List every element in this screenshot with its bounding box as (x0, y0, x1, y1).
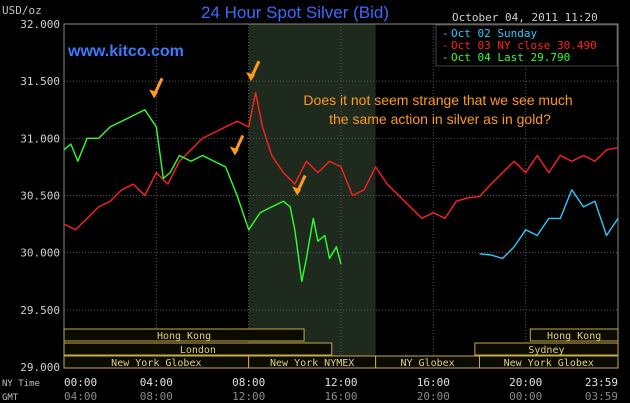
arrow-icon (149, 77, 164, 99)
session-bar: New York Globex (479, 355, 619, 369)
session-bar-label: New York NYMEX (270, 358, 354, 369)
x-tick-label-gmt: 04:00 (64, 390, 97, 403)
y-tick-label: 31.000 (20, 132, 60, 145)
legend: - Oct 02 Sunday- Oct 03 NY close 30.490- Oc… (435, 24, 618, 67)
arrow-head (229, 146, 239, 156)
session-bar-label: Sydney (528, 345, 564, 356)
series-line (479, 189, 619, 260)
market-sessions: Hong Kong Hong Kong London Sydney New York G… (63, 328, 619, 369)
arrow-shaft (153, 77, 164, 94)
x-tick-label-ny: 00:00 (64, 376, 97, 389)
arrow-icon (292, 174, 307, 196)
arrow-shaft (296, 174, 307, 192)
session-bar: Hong Kong (529, 328, 619, 342)
arrow-icon (245, 60, 261, 82)
x-tick-label-gmt: 12:00 (232, 390, 265, 403)
annotation-line-2: the same action in silver as in gold? (329, 111, 551, 127)
arrow-head (245, 72, 255, 82)
x-tick-label-ny: 16:00 (417, 376, 450, 389)
x-tick-label-ny: 04:00 (140, 376, 173, 389)
session-bar-label: New York Globex (111, 358, 201, 369)
arrow-head (149, 89, 159, 99)
session-bar-box (529, 328, 619, 342)
session-bar: Hong Kong (63, 328, 305, 342)
ny-time-label: NY Time (2, 379, 40, 389)
session-bar-label: New York Globex (504, 358, 594, 369)
x-tick-label-gmt: 08:00 (140, 390, 173, 403)
x-tick-label-gmt: 00:00 (509, 390, 542, 403)
session-bar: Sydney (474, 342, 619, 356)
y-axis-label: USD/oz (2, 4, 42, 17)
legend-bullet: - (442, 51, 449, 64)
legend-bullet: - (442, 27, 449, 40)
annotation-text: Does it not seem strange that we see muc… (303, 92, 576, 127)
legend-box (435, 24, 618, 67)
annotation-line-1: Does it not seem strange that we see muc… (303, 92, 572, 108)
kitco-website: www.kitco.com (67, 43, 184, 60)
series-line (63, 91, 619, 231)
session-bar: New York NYMEX (248, 355, 377, 369)
session-bar-box (63, 342, 333, 356)
legend-bullet: - (442, 39, 449, 52)
x-tick-label-ny: 23:59 (585, 376, 618, 389)
x-tick-label-ny: 20:00 (509, 376, 542, 389)
session-bar: NY Globex (375, 355, 480, 369)
arrow-head (292, 186, 302, 196)
series-line (63, 109, 342, 282)
arrow-shaft (250, 60, 261, 77)
session-bar-label: Hong Kong (547, 331, 601, 342)
x-tick-label-gmt: 03:59 (585, 390, 618, 403)
legend-entry: Oct 02 Sunday (451, 27, 537, 40)
session-bar-box (474, 342, 619, 356)
chart-title: 24 Hour Spot Silver (Bid) (201, 3, 389, 22)
session-bar-label: London (180, 345, 216, 356)
session-bar: New York Globex (63, 355, 250, 369)
y-tick-label: 32.000 (20, 18, 60, 31)
x-axis-ticks: 00:00 04:00 08:00 12:00 16:00 20:00 23:5904:00… (64, 376, 618, 403)
y-tick-label: 30.500 (20, 190, 60, 203)
arrow-shaft (234, 134, 245, 152)
series-lines (63, 91, 619, 282)
arrow-icon (229, 134, 245, 156)
session-bar-label: NY Globex (400, 358, 454, 369)
x-tick-label-gmt: 20:00 (417, 390, 450, 403)
session-bar-box (479, 355, 619, 369)
nymex-shaded-region (248, 24, 376, 367)
legend-entry: Oct 03 NY close 30.490 (451, 39, 597, 52)
session-bar-label: Hong Kong (157, 331, 211, 342)
x-tick-label-gmt: 16:00 (324, 390, 357, 403)
y-tick-label: 31.500 (20, 75, 60, 88)
y-tick-label: 30.000 (20, 247, 60, 260)
legend-entry: Oct 04 Last 29.790 (451, 51, 570, 64)
session-bar-box (63, 328, 305, 342)
x-tick-label-ny: 12:00 (324, 376, 357, 389)
x-tick-label-ny: 08:00 (232, 376, 265, 389)
y-tick-label: 29.000 (20, 361, 60, 374)
gmt-label: GMT (2, 393, 19, 403)
annotation-arrows (149, 60, 307, 196)
session-bar: London (63, 342, 333, 356)
y-tick-label: 29.500 (20, 304, 60, 317)
y-axis-ticks: 32.000 31.500 31.000 30.500 30.000 29.500 29.0… (20, 18, 60, 374)
chart-datetime: October 04, 2011 11:20 (452, 11, 598, 24)
